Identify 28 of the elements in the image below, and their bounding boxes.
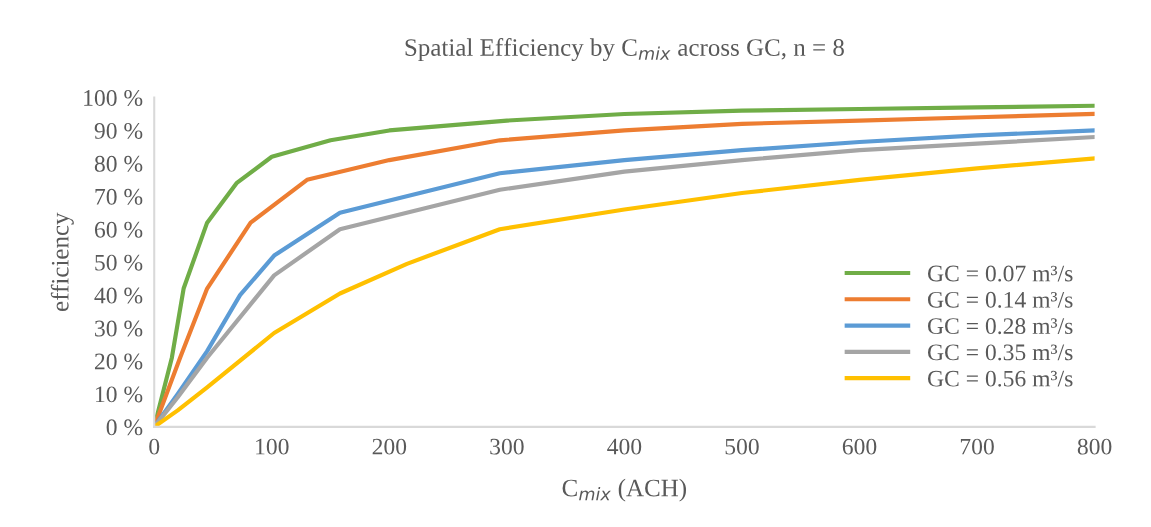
y-tick-label: 40 % [94, 287, 143, 304]
x-tick-label: 300 [490, 438, 524, 455]
y-tick-label: 60 % [94, 221, 143, 238]
x-tick-label: 400 [607, 438, 642, 455]
legend-label: GC = 0.14 m³/s [927, 291, 1073, 308]
y-tick-label: 10 % [96, 386, 143, 403]
x-tick-label: 700 [960, 438, 994, 455]
x-tick-label: 200 [372, 438, 407, 455]
y-tick-label: 20 % [94, 353, 143, 370]
x-axis-title: C$_{mix}$ (ACH) [562, 478, 686, 502]
y-tick-label: 50 % [95, 254, 143, 271]
x-tick-label: 600 [842, 438, 877, 455]
legend-label: GC = 0.35 m³/s [927, 344, 1073, 361]
y-tick-label: 0 % [106, 419, 143, 436]
chart-title: Spatial Efficiency by C$_{mix}$ across GC, n = 8 [405, 38, 844, 62]
x-tick-label: 500 [725, 438, 759, 455]
legend-label: GC = 0.28 m³/s [927, 318, 1073, 335]
legend-label: GC = 0.56 m³/s [927, 370, 1073, 387]
y-axis-title: efficiency [50, 212, 74, 311]
y-tick-label: 80 % [94, 155, 143, 172]
x-tick-label: 0 [149, 438, 160, 455]
x-tick-label: 100 [256, 438, 289, 455]
y-tick-label: 100 % [84, 89, 143, 106]
x-tick-label: 800 [1077, 438, 1112, 455]
legend-label: GC = 0.07 m³/s [927, 265, 1073, 282]
y-tick-label: 70 % [95, 188, 143, 205]
y-tick-label: 30 % [95, 320, 143, 337]
y-tick-label: 90 % [94, 122, 143, 139]
